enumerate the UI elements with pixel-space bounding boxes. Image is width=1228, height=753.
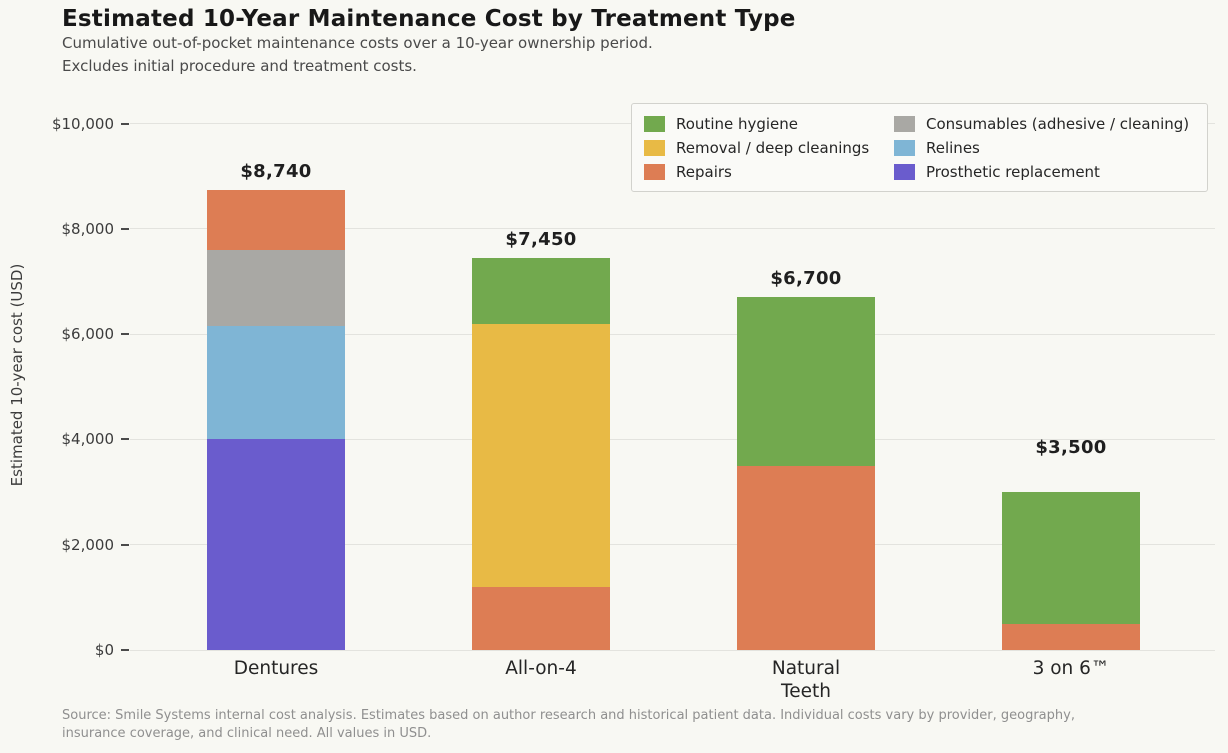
bar-natural-teeth-segment-routine-hygiene	[737, 297, 875, 466]
y-tick-10000	[121, 122, 129, 125]
bar-total-label-all-on-4: $7,450	[505, 228, 577, 250]
bar-total-label-natural-teeth: $6,700	[770, 268, 842, 290]
legend-item-consumables-adhesive-cleaning: Consumables (adhesive / cleaning)	[894, 112, 1189, 136]
source-note-line-1: Source: Smile Systems internal cost anal…	[62, 708, 1075, 723]
y-gridline-4000	[130, 438, 1215, 440]
legend-item-prosthetic-replacement: Prosthetic replacement	[894, 160, 1189, 184]
bar-3-on-6-segment-repairs	[1002, 623, 1140, 650]
legend-item-routine-hygiene: Routine hygiene	[644, 112, 869, 136]
bar-all-on-4-segment-removal-deep-cleanings	[472, 323, 610, 587]
legend-item-label: Relines	[926, 139, 980, 157]
x-category-label-dentures: Dentures	[233, 658, 319, 679]
legend-swatch-routine-hygiene-icon	[644, 116, 665, 132]
y-tick-6000	[121, 333, 129, 336]
page-title: Estimated 10-Year Maintenance Cost by Tr…	[62, 6, 796, 32]
bar-dentures-segment-relines	[207, 326, 345, 440]
legend-swatch-prosthetic-replacement-icon	[894, 164, 915, 180]
x-category-label-natural-teeth: Natural Teeth	[771, 658, 841, 702]
legend: Routine hygiene Removal / deep cleanings R…	[631, 103, 1208, 192]
y-tick-label-4000: $4,000	[61, 430, 115, 449]
bar-all-on-4-segment-repairs	[472, 586, 610, 650]
legend-item-removal-deep-cleanings: Removal / deep cleanings	[644, 136, 869, 160]
y-tick-2000	[121, 543, 129, 546]
legend-item-label: Removal / deep cleanings	[676, 139, 870, 157]
legend-item-label: Consumables (adhesive / cleaning)	[926, 115, 1190, 133]
chart-subtitle-line-2: Excludes initial procedure and treatment…	[62, 57, 417, 75]
bar-dentures-segment-consumables-adhesive-cleaning	[207, 249, 345, 327]
legend-column-1: Routine hygiene Removal / deep cleanings R…	[644, 112, 869, 184]
x-category-label-3-on-6: 3 on 6™	[1032, 658, 1110, 679]
chart-subtitle-line-1: Cumulative out-of-pocket maintenance cos…	[62, 34, 653, 52]
legend-item-relines: Relines	[894, 136, 1189, 160]
legend-item-label: Prosthetic replacement	[926, 163, 1100, 181]
bar-total-label-3-on-6: $3,500	[1035, 436, 1107, 458]
bar-dentures-segment-prosthetic-replacement	[207, 439, 345, 650]
y-gridline-2000	[130, 544, 1215, 546]
legend-swatch-repairs-icon	[644, 164, 665, 180]
y-tick-label-6000: $6,000	[61, 325, 115, 344]
source-note-line-2: insurance coverage, and clinical need. A…	[62, 726, 432, 741]
y-tick-label-10000: $10,000	[51, 114, 114, 133]
x-category-label-all-on-4: All-on-4	[505, 658, 577, 679]
y-tick-label-0: $0	[94, 641, 114, 659]
legend-item-repairs: Repairs	[644, 160, 869, 184]
y-gridline-8000	[130, 228, 1215, 230]
y-gridline-0	[130, 649, 1215, 651]
y-gridline-6000	[130, 333, 1215, 335]
legend-column-2: Consumables (adhesive / cleaning) Relines…	[894, 112, 1189, 184]
legend-swatch-consumables-adhesive-cleaning-icon	[894, 116, 915, 132]
bar-3-on-6-segment-routine-hygiene	[1002, 492, 1140, 624]
legend-swatch-removal-deep-cleanings-icon	[644, 140, 665, 156]
legend-swatch-relines-icon	[894, 140, 915, 156]
bar-natural-teeth-segment-repairs	[737, 465, 875, 650]
bar-dentures-segment-repairs	[207, 189, 345, 250]
y-tick-label-8000: $8,000	[61, 219, 115, 238]
legend-item-label: Repairs	[676, 163, 732, 181]
y-tick-4000	[121, 438, 129, 441]
y-tick-8000	[121, 227, 129, 230]
bar-all-on-4-segment-routine-hygiene	[472, 257, 610, 324]
legend-item-label: Routine hygiene	[676, 115, 799, 133]
y-tick-label-2000: $2,000	[61, 535, 115, 554]
y-tick-0	[121, 649, 129, 651]
bar-total-label-dentures: $8,740	[240, 160, 312, 182]
